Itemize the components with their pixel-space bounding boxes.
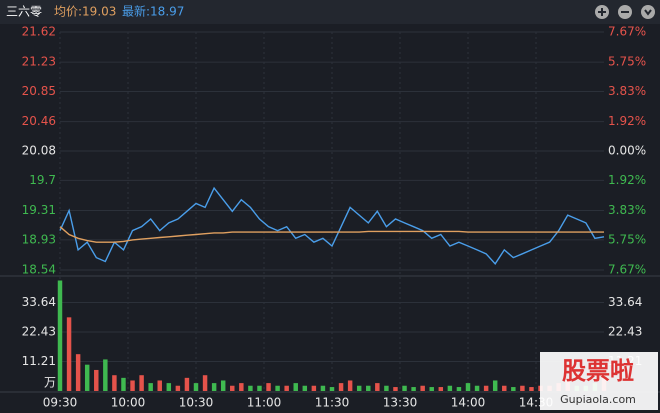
x-tick-label: 10:30 xyxy=(179,396,214,410)
price-line xyxy=(59,226,604,243)
volume-bar xyxy=(393,387,398,391)
y2-tick-label: 1.92% xyxy=(608,173,646,187)
header-bar xyxy=(0,0,660,24)
volume-bar xyxy=(420,385,425,391)
volume-bar xyxy=(402,385,407,391)
volume-bar xyxy=(139,375,144,391)
volume-tick-label: 22.43 xyxy=(608,324,642,338)
volume-bar xyxy=(502,385,507,391)
volume-tick-label: 33.64 xyxy=(608,295,642,309)
x-tick-label: 14:00 xyxy=(451,396,486,410)
volume-tick-label: 22.43 xyxy=(22,324,56,338)
y2-tick-label: 1.92% xyxy=(608,114,646,128)
price-line xyxy=(59,186,605,265)
y-tick-label: 20.46 xyxy=(22,114,56,128)
x-tick-label: 11:30 xyxy=(315,396,350,410)
volume-bar xyxy=(529,387,534,391)
y2-tick-label: 5.75% xyxy=(608,55,646,69)
volume-bar xyxy=(103,359,108,391)
y-tick-label: 19.7 xyxy=(29,173,56,187)
volume-bar xyxy=(112,375,117,391)
volume-bar xyxy=(193,383,199,391)
volume-bar xyxy=(94,369,99,391)
watermark: 股票啦 Gupiaola.com xyxy=(540,352,658,410)
volume-bar xyxy=(520,385,525,391)
volume-bar xyxy=(293,383,298,391)
volume-bar xyxy=(275,385,280,391)
volume-bar xyxy=(338,383,344,391)
volume-bar xyxy=(492,380,498,391)
volume-bar xyxy=(220,380,226,391)
y2-tick-label: 7.67% xyxy=(608,25,646,39)
y2-tick-label: 3.83% xyxy=(608,84,646,98)
volume-bar xyxy=(266,383,271,391)
volume-bar xyxy=(511,387,516,391)
zoom-in[interactable] xyxy=(595,5,609,19)
volume-bar xyxy=(166,383,172,391)
avg-label: 均价:19.03 xyxy=(54,5,116,19)
latest-label: 最新:18.97 xyxy=(122,4,184,19)
volume-bar xyxy=(211,383,217,391)
volume-bar xyxy=(257,385,262,391)
volume-bar xyxy=(175,385,181,391)
volume-bar xyxy=(356,385,362,391)
volume-bar xyxy=(184,377,190,391)
y2-tick-label: 5.75% xyxy=(608,232,646,246)
volume-tick-label: 11.21 xyxy=(22,354,56,368)
volume-tick-label: 33.64 xyxy=(22,295,56,309)
volume-bar xyxy=(429,387,434,391)
volume-bar xyxy=(157,380,162,391)
volume-bar xyxy=(148,383,153,391)
volume-bar xyxy=(411,387,416,391)
volume-bar xyxy=(302,385,308,391)
x-tick-label: 09:30 xyxy=(43,396,78,410)
watermark-site: Gupiaola.com xyxy=(560,393,636,406)
volume-bar xyxy=(366,385,371,391)
volume-unit: 万 xyxy=(44,376,56,390)
volume-bar xyxy=(447,385,453,391)
volume-bar xyxy=(230,385,235,391)
volume-bar xyxy=(329,387,335,391)
watermark-logo: 股票啦 xyxy=(562,357,634,385)
volume-bar xyxy=(311,385,317,391)
volume-bar xyxy=(474,385,480,391)
volume-bar xyxy=(483,385,489,391)
volume-bar xyxy=(130,380,135,391)
menu[interactable] xyxy=(641,5,655,19)
volume-bar xyxy=(248,385,253,391)
volume-bar xyxy=(84,364,90,391)
volume-bar xyxy=(75,354,81,391)
y-tick-label: 20.85 xyxy=(22,84,56,98)
volume-bar xyxy=(465,383,471,391)
y-tick-label: 21.62 xyxy=(22,25,56,39)
y-tick-label: 21.23 xyxy=(22,55,56,69)
volume-bar xyxy=(456,387,462,391)
volume-bar xyxy=(347,380,353,391)
y2-tick-label: 0.00% xyxy=(608,144,646,158)
volume-bar xyxy=(239,383,244,391)
volume-bar xyxy=(57,280,63,391)
volume-bar xyxy=(438,387,444,391)
volume-bar xyxy=(121,377,126,391)
volume-bar xyxy=(202,375,208,391)
volume-bar xyxy=(320,385,326,391)
y2-tick-label: 7.67% xyxy=(608,263,646,277)
y2-tick-label: 3.83% xyxy=(608,203,646,217)
x-tick-label: 10:00 xyxy=(111,396,146,410)
x-tick-label: 13:30 xyxy=(383,396,418,410)
volume-bar xyxy=(384,385,389,391)
y-tick-label: 19.31 xyxy=(22,203,56,217)
stock-name: 三六零 xyxy=(6,5,42,19)
y-tick-label: 18.93 xyxy=(22,232,56,246)
volume-bar xyxy=(284,385,289,391)
volume-bar xyxy=(375,383,380,391)
zoom-out[interactable] xyxy=(618,5,632,19)
volume-bar xyxy=(66,317,72,391)
y-tick-label: 20.08 xyxy=(22,144,56,158)
x-tick-label: 11:00 xyxy=(247,396,282,410)
y-tick-label: 18.54 xyxy=(22,263,56,277)
